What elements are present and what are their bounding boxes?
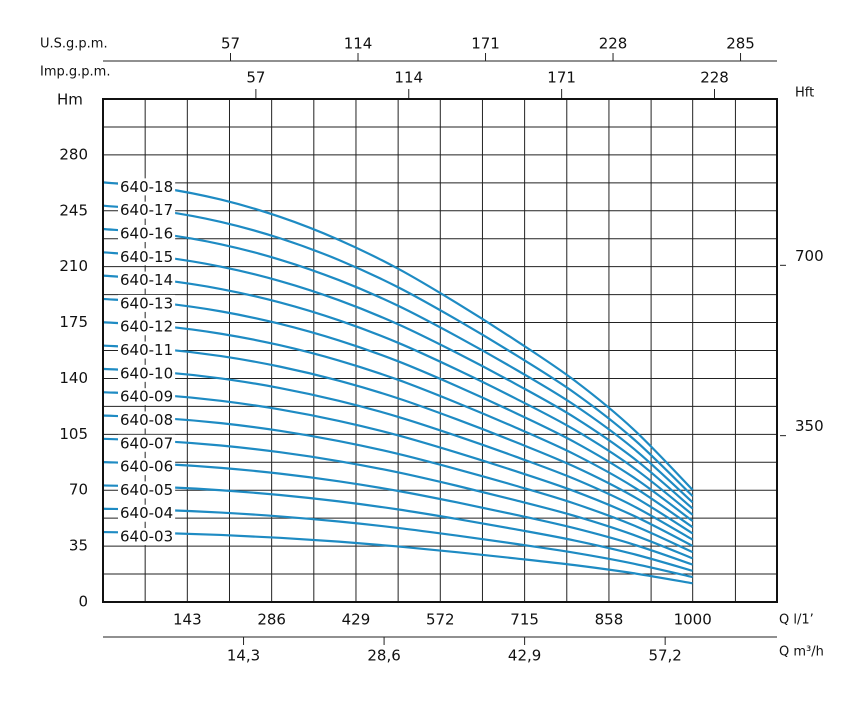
y-tick-label: 210 [59, 257, 88, 275]
curve [102, 181, 694, 491]
series-label: 640-06 [120, 458, 173, 476]
x-tick-label: 715 [510, 611, 539, 629]
axis-tick-label: 57 [246, 69, 265, 87]
plot-frame [102, 98, 778, 603]
x-axis-label: Q l/1’ [779, 613, 814, 628]
label-bg [118, 504, 176, 522]
us-gpm-label: U.S.g.p.m. [40, 37, 108, 52]
series-label: 640-14 [120, 271, 173, 289]
series-label: 640-05 [120, 481, 173, 499]
y2-tick-label: 350 [795, 417, 824, 435]
series-label: 640-07 [120, 434, 173, 452]
x-tick-label: 572 [426, 611, 455, 629]
curve [102, 204, 694, 497]
curve [102, 530, 693, 585]
series-label: 640-10 [120, 364, 173, 382]
label-bg [118, 178, 176, 196]
y-tick-label: 105 [59, 425, 88, 443]
series-label: 640-13 [120, 294, 173, 312]
axis-tick-label: 114 [344, 35, 373, 53]
y2-tick-label: 700 [795, 247, 824, 265]
curve [102, 274, 694, 516]
series-label: 640-04 [120, 504, 173, 522]
x-tick-label: 858 [595, 611, 624, 629]
curve [102, 391, 694, 547]
y-tick-label: 70 [69, 481, 88, 499]
axis-tick-label: 114 [394, 69, 423, 87]
label-bg [118, 458, 176, 476]
label-bg [118, 434, 176, 452]
label-bg [118, 364, 176, 382]
label-bg [118, 224, 176, 242]
curve [102, 297, 694, 522]
label-bg [118, 411, 176, 429]
curve [102, 484, 693, 572]
axis-tick-label: 228 [700, 69, 729, 87]
label-bg [118, 248, 176, 266]
label-bg [118, 294, 176, 312]
label-bg [118, 481, 176, 499]
imp-gpm-label: Imp.g.p.m. [40, 65, 110, 80]
axis-tick-label: 57 [221, 35, 240, 53]
curve [102, 414, 694, 554]
curve [102, 321, 694, 529]
y-axis-label: Hm [57, 91, 83, 109]
label-bg [118, 388, 176, 406]
y-tick-label: 245 [59, 201, 88, 219]
x-tick-label: 286 [257, 611, 286, 629]
axis-tick-label: 14,3 [227, 647, 260, 665]
axis-tick-label: 42,9 [508, 647, 541, 665]
curve [102, 367, 694, 541]
curve [102, 227, 694, 504]
y-tick-label: 35 [69, 537, 88, 555]
curve [102, 251, 694, 510]
series-label: 640-12 [120, 318, 173, 336]
m3h-axis-label: Q m³/h [779, 645, 824, 660]
axis-tick-label: 28,6 [367, 647, 400, 665]
series-label: 640-15 [120, 248, 173, 266]
y-tick-label: 280 [59, 145, 88, 163]
curve [102, 344, 694, 535]
series-label: 640-18 [120, 178, 173, 196]
series-label: 640-16 [120, 224, 173, 242]
axis-tick-label: 57,2 [648, 647, 681, 665]
series-label: 640-03 [120, 528, 173, 546]
y-tick-label: 140 [59, 369, 88, 387]
label-bg [118, 318, 176, 336]
curve [102, 507, 693, 579]
y2-axis-label: Hft [795, 86, 814, 101]
series-label: 640-17 [120, 201, 173, 219]
x-tick-label: 143 [173, 611, 202, 629]
label-bg [118, 271, 176, 289]
x-tick-label: 1000 [674, 611, 712, 629]
series-label: 640-11 [120, 341, 173, 359]
series-label: 640-09 [120, 388, 173, 406]
series-label: 640-08 [120, 411, 173, 429]
y-tick-label: 175 [59, 313, 88, 331]
axis-tick-label: 171 [471, 35, 500, 53]
curve [102, 461, 694, 566]
axis-tick-label: 285 [726, 35, 755, 53]
axis-tick-label: 228 [599, 35, 628, 53]
curve [102, 437, 694, 560]
x-tick-label: 429 [342, 611, 371, 629]
label-bg [118, 201, 176, 219]
axis-tick-label: 171 [547, 69, 576, 87]
label-bg [118, 341, 176, 359]
label-bg [118, 528, 176, 546]
y-tick-label: 0 [78, 593, 88, 611]
